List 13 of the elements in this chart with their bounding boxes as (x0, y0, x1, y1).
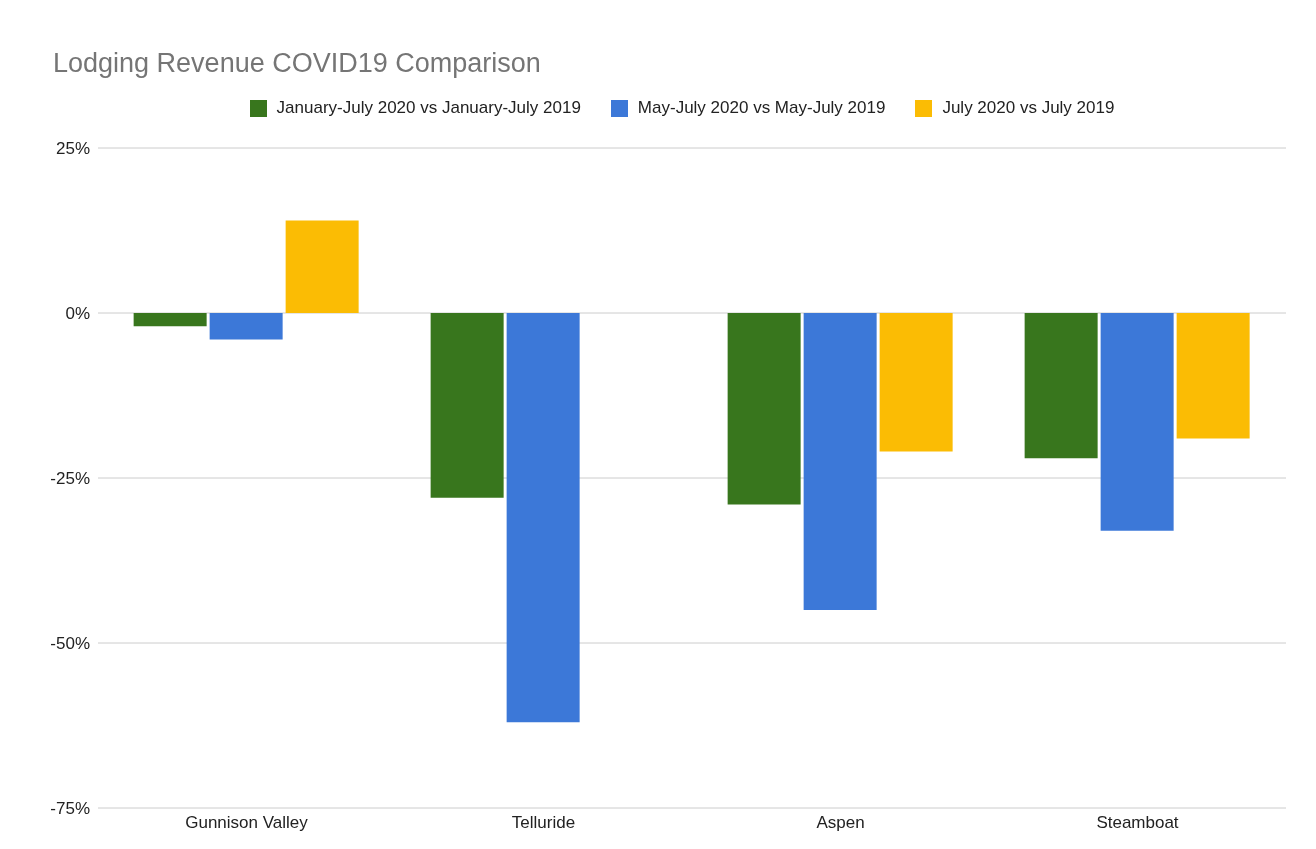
x-tick-label: Gunnison Valley (185, 813, 309, 833)
legend-label: July 2020 vs July 2019 (942, 98, 1115, 118)
x-tick-label: Steamboat (1096, 813, 1179, 833)
legend-label: January-July 2020 vs January-July 2019 (276, 98, 581, 118)
y-tick-label: -75% (50, 799, 90, 819)
y-tick-label: 0% (65, 304, 90, 324)
y-tick-label: -50% (50, 634, 90, 654)
x-tick-label: Telluride (511, 813, 576, 833)
y-tick-label: 25% (55, 139, 90, 159)
chart-title: Lodging Revenue COVID19 Comparison (52, 47, 542, 80)
y-tick-label: -25% (50, 469, 90, 489)
legend-label: May-July 2020 vs May-July 2019 (637, 98, 886, 118)
x-tick-label: Aspen (816, 813, 865, 833)
